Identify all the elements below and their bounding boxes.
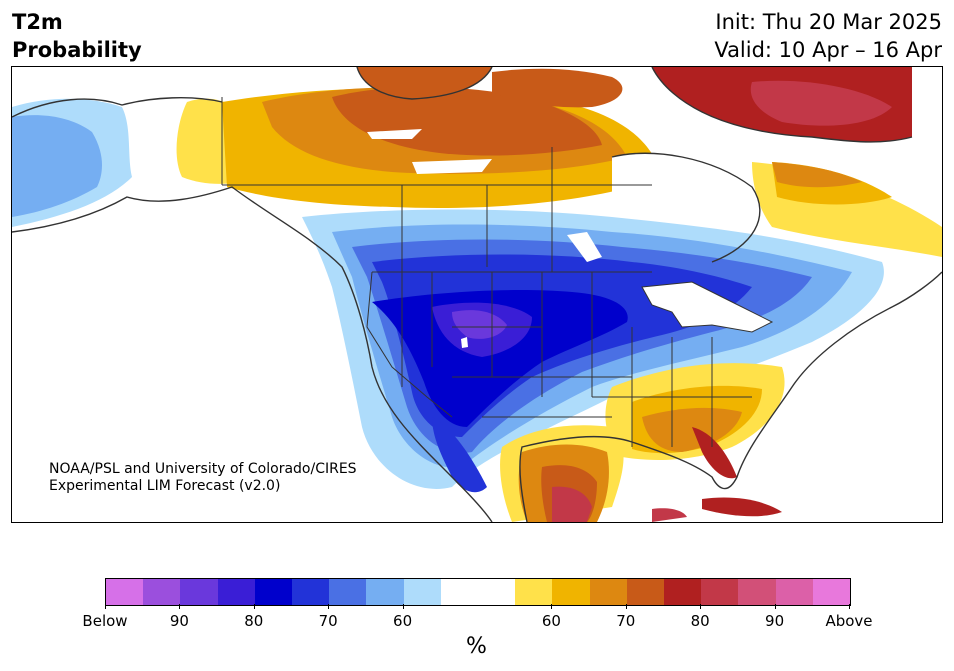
colorbar-tick-label: 80 (244, 612, 264, 630)
colorbar-segment (812, 579, 851, 605)
arctic-islands-east (492, 68, 623, 108)
colorbar-tick (402, 604, 404, 609)
colorbar-segment (440, 579, 479, 605)
colorbar-segment (701, 579, 739, 605)
colorbar-tick (253, 604, 255, 609)
title-variable: T2m (12, 10, 63, 34)
title-type: Probability (12, 38, 142, 62)
colorbar-segment (254, 579, 293, 605)
colorbar-tick (625, 604, 627, 609)
alaska-blue-mid (12, 115, 102, 217)
colorbar-segment (515, 579, 553, 605)
colorbar-segment (552, 579, 590, 605)
colorbar-segment (292, 579, 330, 605)
colorbar-tick (700, 604, 702, 609)
east-canada-dark (772, 162, 862, 188)
colorbar-tick (849, 604, 850, 609)
credit-line-1: NOAA/PSL and University of Colorado/CIRE… (49, 461, 357, 477)
colorbar-segment (664, 579, 702, 605)
colorbar-tick-label: 70 (616, 612, 636, 630)
colorbar-tick (551, 604, 553, 609)
cuba (702, 497, 782, 517)
florida (692, 427, 737, 479)
colorbar-tick (179, 604, 181, 609)
colorbar-tick-label: 70 (318, 612, 338, 630)
colorbar-segment (738, 579, 776, 605)
colorbar-segment (366, 579, 404, 605)
colorbar-tick-label: 90 (765, 612, 785, 630)
colorbar-segment (589, 579, 627, 605)
colorbar-tick-label: Above (825, 612, 873, 630)
great-lakes (641, 281, 774, 333)
cold-core (372, 290, 628, 427)
colorbar-segment (775, 579, 813, 605)
colorbar-segment (217, 579, 255, 605)
colorbar-segment (403, 579, 441, 605)
valid-dates: Valid: 10 Apr – 16 Apr (714, 38, 942, 62)
colorbar-tick-label: 80 (690, 612, 710, 630)
colorbar-tick-label: Below (82, 612, 128, 630)
map-title: T2m Probability (12, 8, 142, 64)
forecast-dates: Init: Thu 20 Mar 2025 Valid: 10 Apr – 16… (714, 8, 942, 64)
colorbar-segment (478, 579, 516, 605)
colorbar-segment (143, 579, 181, 605)
colorbar-segment (626, 579, 665, 605)
lake-1 (367, 129, 422, 139)
colorbar (105, 578, 851, 606)
coastlines (12, 67, 942, 522)
colorbar-ticks: Below 90 80 70 60 60 70 80 90 Above (82, 604, 873, 634)
colorbar-segment (329, 579, 367, 605)
colorbar-tick-label: 90 (169, 612, 189, 630)
cold-max (452, 310, 507, 339)
init-date: Init: Thu 20 Mar 2025 (715, 10, 942, 34)
lake-2 (412, 159, 492, 174)
hispaniola (652, 508, 687, 522)
state-borders (221, 97, 752, 447)
colorbar-tick (328, 604, 330, 609)
se-warm-dark (642, 407, 742, 452)
colorbar-tick-label: 60 (541, 612, 561, 630)
credit-text: NOAA/PSL and University of Colorado/CIRE… (49, 461, 357, 495)
salt-lake (461, 337, 468, 348)
credit-line-2: Experimental LIM Forecast (v2.0) (49, 478, 281, 494)
colorbar-tick-label: 60 (393, 612, 413, 630)
map-svg (12, 67, 942, 522)
baja-cold (432, 417, 487, 493)
colorbar-tick (105, 604, 106, 609)
probability-map (11, 66, 943, 523)
colorbar-tick (774, 604, 776, 609)
lake-3 (567, 232, 602, 262)
colorbar-segment (106, 579, 144, 605)
colorbar-unit: % (466, 634, 487, 659)
greenland-inner (750, 80, 892, 126)
mexico-red (552, 486, 592, 522)
colorbar-segment (180, 579, 218, 605)
